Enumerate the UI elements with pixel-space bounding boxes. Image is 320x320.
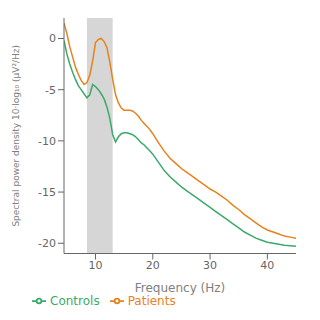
- svg-text:-20: -20: [38, 237, 56, 250]
- html-text:Controls: Controls: [50, 293, 100, 308]
- svg-text:30: 30: [203, 259, 217, 272]
- svg-text:Frequency (Hz): Frequency (Hz): [135, 281, 226, 295]
- svg-text:20: 20: [146, 259, 160, 272]
- svg-text:10: 10: [89, 259, 103, 272]
- svg-text:0: 0: [49, 32, 56, 45]
- svg-text:-15: -15: [38, 186, 56, 199]
- svg-text:40: 40: [260, 259, 274, 272]
- html-text:Patients: Patients: [127, 293, 176, 308]
- svg-text:-5: -5: [45, 84, 56, 97]
- svg-text:Spectral power density 10·log₁: Spectral power density 10·log₁₀ (μV²/Hz): [11, 45, 21, 227]
- svg-text:-10: -10: [38, 135, 56, 148]
